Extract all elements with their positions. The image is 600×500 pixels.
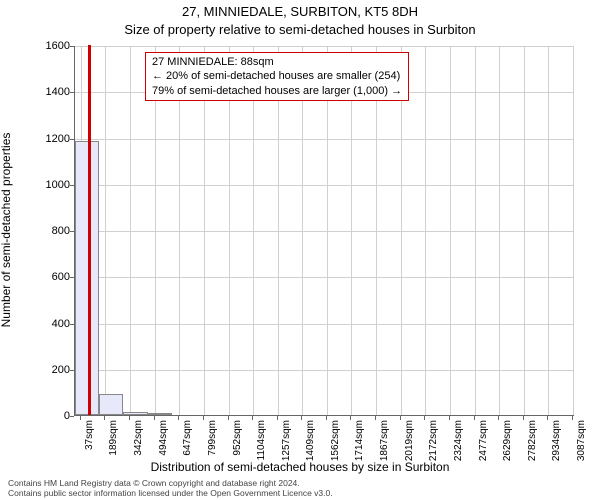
infobox-line2: ← 20% of semi-detached houses are smalle… bbox=[152, 69, 402, 83]
histogram-bar bbox=[99, 394, 123, 415]
x-tick-label: 1409sqm bbox=[305, 420, 316, 461]
x-tick-label: 2629sqm bbox=[502, 420, 513, 461]
x-tick-label: 189sqm bbox=[108, 420, 119, 456]
x-tick-label: 2477sqm bbox=[478, 420, 489, 461]
infobox-line1: 27 MINNIEDALE: 88sqm bbox=[152, 55, 402, 69]
footer-line1: Contains HM Land Registry data © Crown c… bbox=[8, 478, 592, 488]
y-tick-label: 1400 bbox=[30, 86, 70, 98]
x-tick-label: 952sqm bbox=[232, 420, 243, 456]
footer-line2: Contains public sector information licen… bbox=[8, 488, 592, 498]
x-tick-label: 1714sqm bbox=[354, 420, 365, 461]
histogram-bar bbox=[148, 413, 172, 415]
x-tick-label: 37sqm bbox=[84, 420, 95, 450]
y-tick-label: 1200 bbox=[30, 133, 70, 145]
chart-title-line2: Size of property relative to semi-detach… bbox=[0, 22, 600, 37]
x-tick-label: 1562sqm bbox=[330, 420, 341, 461]
plot-area: 27 MINNIEDALE: 88sqm ← 20% of semi-detac… bbox=[74, 46, 574, 416]
y-tick-label: 200 bbox=[30, 364, 70, 376]
y-tick-label: 800 bbox=[30, 225, 70, 237]
x-tick-label: 2782sqm bbox=[527, 420, 538, 461]
y-tick-label: 1000 bbox=[30, 179, 70, 191]
x-tick-label: 799sqm bbox=[207, 420, 218, 456]
x-tick-label: 1257sqm bbox=[281, 420, 292, 461]
chart-title-line1: 27, MINNIEDALE, SURBITON, KT5 8DH bbox=[0, 4, 600, 19]
x-tick-label: 2019sqm bbox=[404, 420, 415, 461]
histogram-bar bbox=[75, 141, 99, 415]
chart-container: 27, MINNIEDALE, SURBITON, KT5 8DH Size o… bbox=[0, 0, 600, 500]
x-tick-label: 2172sqm bbox=[428, 420, 439, 461]
y-tick-label: 1600 bbox=[30, 40, 70, 52]
infobox-line3: 79% of semi-detached houses are larger (… bbox=[152, 84, 402, 98]
x-tick-label: 647sqm bbox=[182, 420, 193, 456]
x-tick-label: 1104sqm bbox=[256, 420, 267, 460]
x-tick-label: 2324sqm bbox=[453, 420, 464, 461]
x-axis-label: Distribution of semi-detached houses by … bbox=[0, 460, 600, 474]
y-tick-label: 400 bbox=[30, 318, 70, 330]
histogram-bar bbox=[123, 412, 147, 415]
x-tick-label: 342sqm bbox=[133, 420, 144, 456]
x-tick-label: 1867sqm bbox=[379, 420, 390, 461]
y-axis-label: Number of semi-detached properties bbox=[0, 133, 13, 328]
y-tick-label: 600 bbox=[30, 271, 70, 283]
y-tick-label: 0 bbox=[30, 410, 70, 422]
x-tick-label: 3087sqm bbox=[576, 420, 587, 461]
x-tick-label: 2934sqm bbox=[551, 420, 562, 461]
footer-attribution: Contains HM Land Registry data © Crown c… bbox=[8, 478, 592, 498]
x-tick-label: 494sqm bbox=[158, 420, 169, 456]
highlight-infobox: 27 MINNIEDALE: 88sqm ← 20% of semi-detac… bbox=[145, 52, 409, 101]
